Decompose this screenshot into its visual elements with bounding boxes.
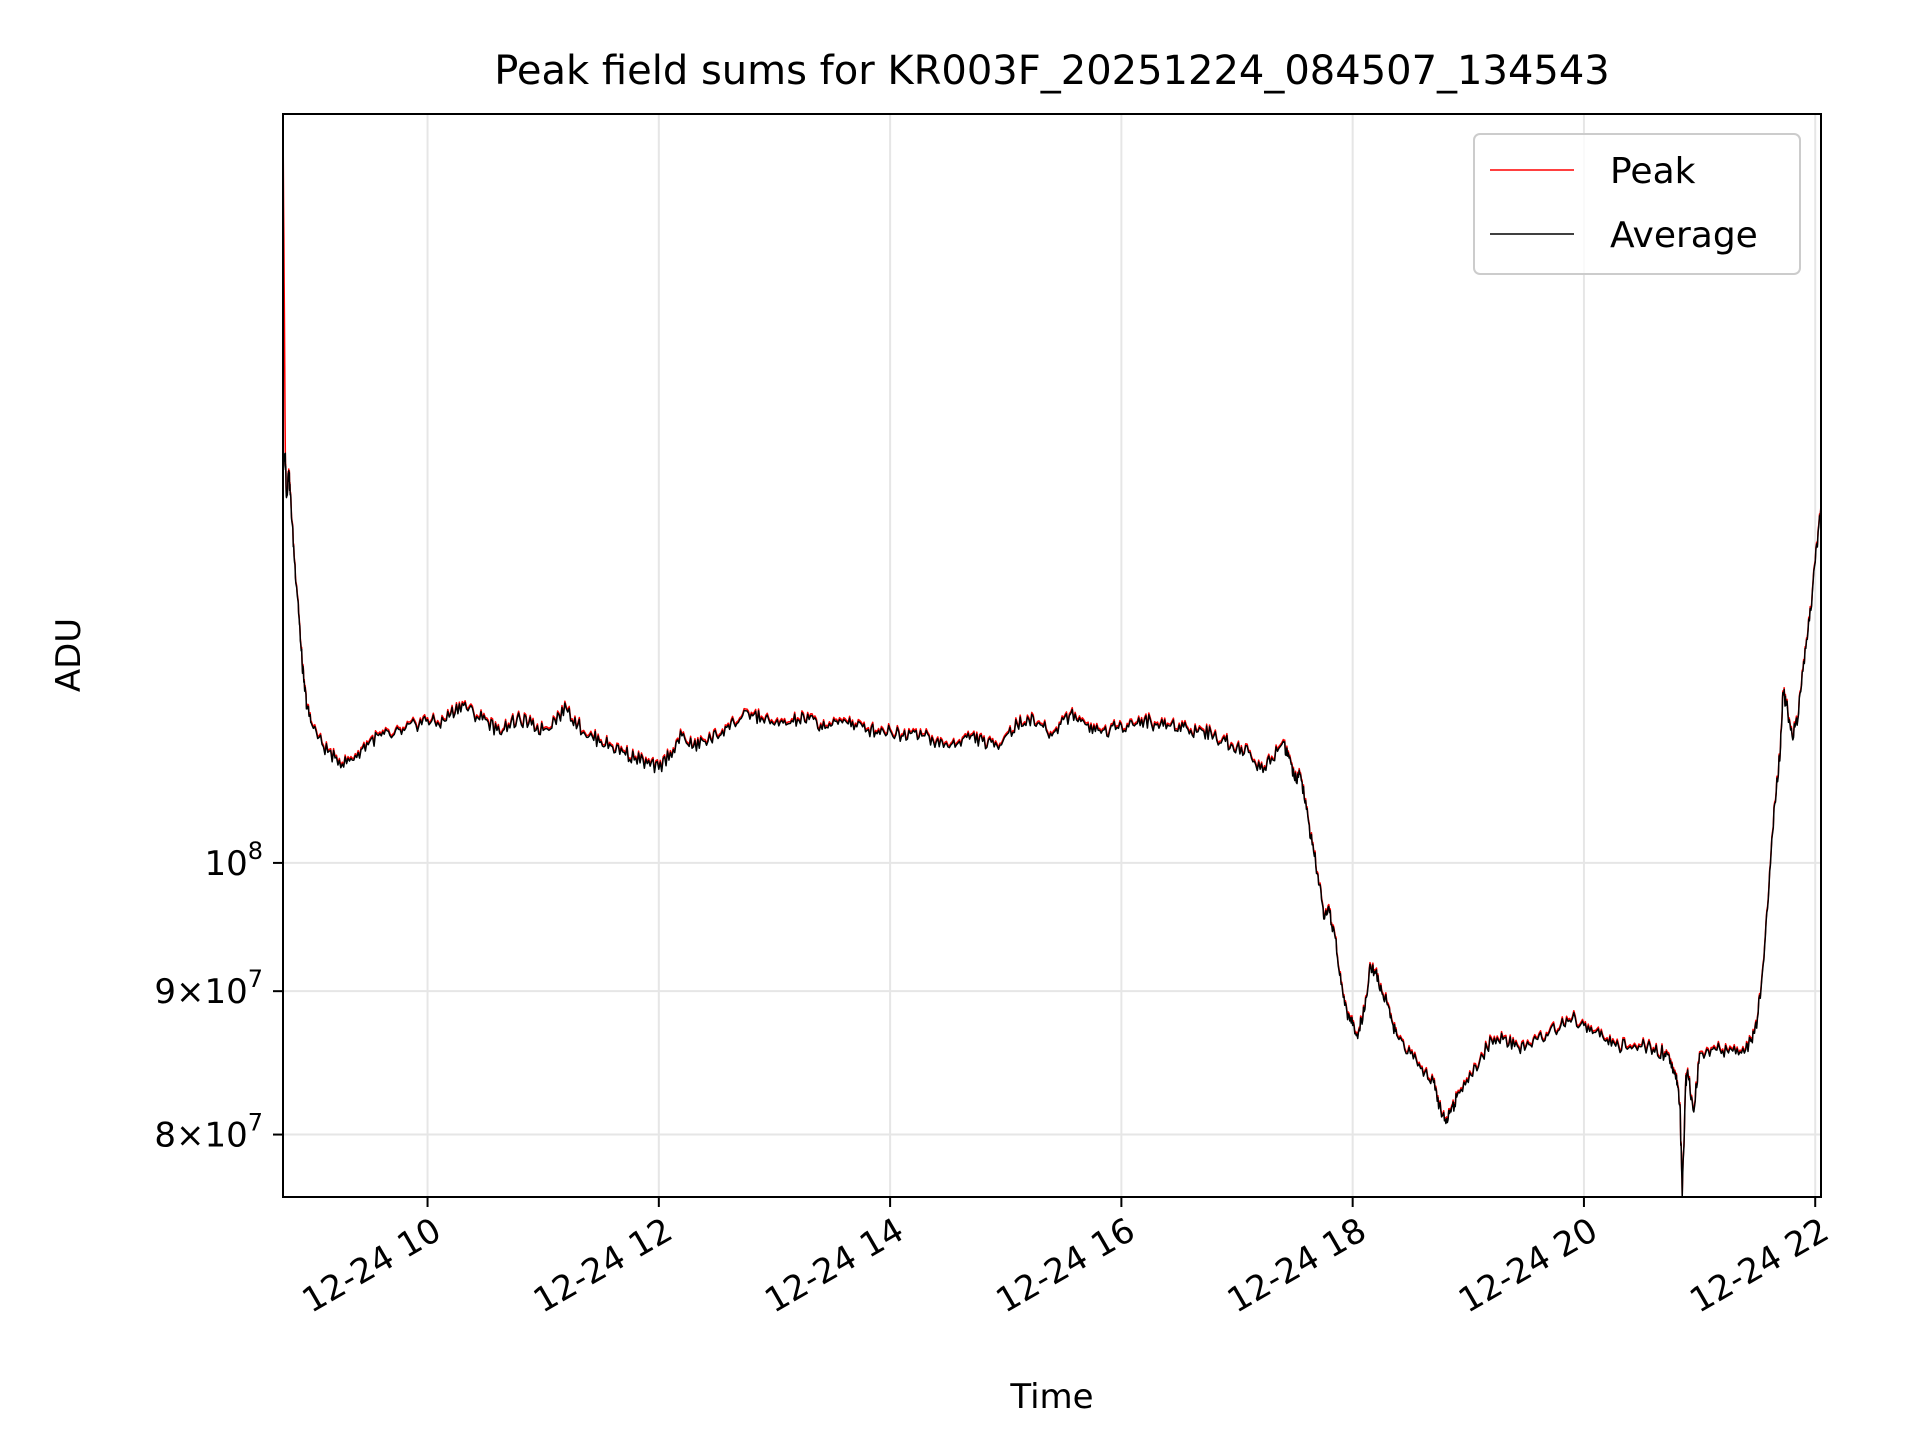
y-tick-mantissa: 9 [154,972,176,1012]
legend-label-average: Average [1610,215,1758,256]
series-line-average [282,452,1822,1198]
legend-box [1473,133,1801,275]
y-tick-base: 10 [204,972,247,1012]
y-tick-exponent: 7 [248,1109,263,1137]
y-tick-label: 9×107 [154,965,263,1012]
y-tick-base: 10 [204,1116,247,1156]
grid [283,114,1821,1197]
axes-border [282,113,1822,1198]
legend-label-peak: Peak [1610,151,1696,192]
chart-title: Peak field sums for KR003F_20251224_0845… [494,48,1610,94]
y-tick-mantissa: 8 [154,1116,176,1156]
y-axis-label: ADU [49,618,89,692]
y-tick-label: 108 [204,837,263,884]
plot-area [283,114,1821,1197]
y-tick-times: × [176,1116,205,1156]
y-tick-base: 10 [204,844,247,884]
y-tick-exponent: 8 [248,837,263,865]
series-layer [282,118,1822,1198]
y-tick-times: × [176,972,205,1012]
y-tick-label: 8×107 [154,1109,263,1156]
y-tick-exponent: 7 [248,965,263,993]
x-axis-label: Time [1009,1377,1093,1417]
legend: Peak Average [1473,133,1801,275]
